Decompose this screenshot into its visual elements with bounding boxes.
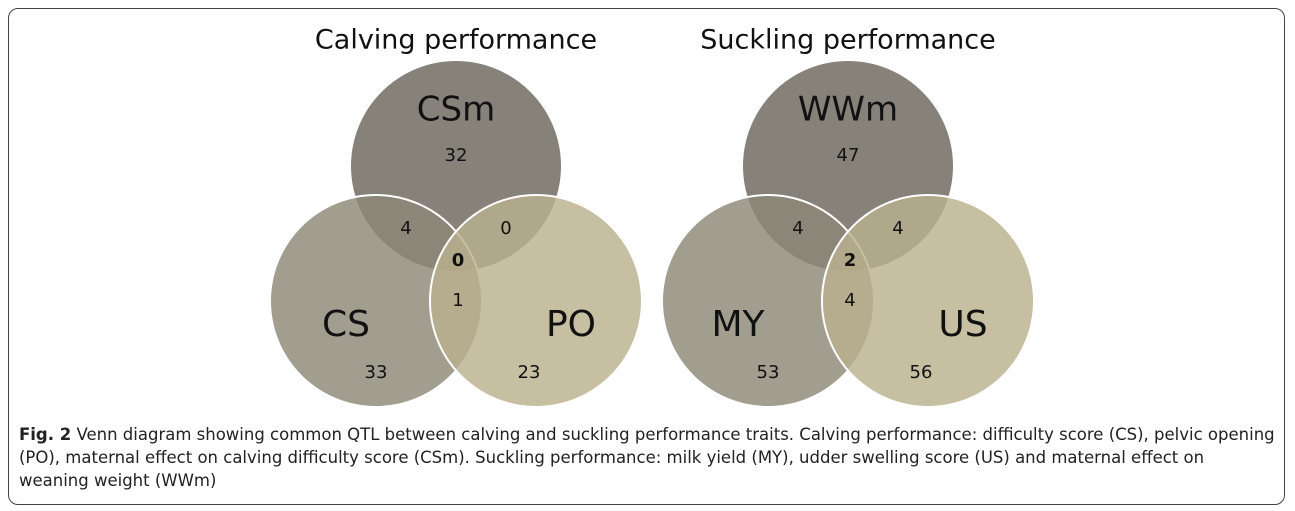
region-count: 0 <box>500 218 511 239</box>
set-circle <box>429 194 643 408</box>
region-count: 32 <box>445 145 468 166</box>
center-count: 2 <box>844 250 857 271</box>
set-label: CS <box>322 304 370 345</box>
region-count: 1 <box>452 290 463 311</box>
region-count: 4 <box>844 290 855 311</box>
region-count: 4 <box>792 218 803 239</box>
venn-title: Calving performance <box>315 25 597 56</box>
set-label: PO <box>546 304 596 345</box>
region-count: 4 <box>892 218 903 239</box>
venn-title: Suckling performance <box>700 25 995 56</box>
set-label: US <box>938 304 987 345</box>
caption-label: Fig. 2 <box>19 425 72 444</box>
figure: Calving performance CSm CS PO 32 33 23 4 0 1 0 Suck… <box>8 8 1285 505</box>
set-label: CSm <box>417 90 495 130</box>
venn-diagrams: Calving performance CSm CS PO 32 33 23 4 0 1 0 Suck… <box>269 25 1035 408</box>
region-count: 4 <box>400 218 411 239</box>
region-count: 53 <box>757 362 780 383</box>
region-count: 33 <box>365 362 388 383</box>
set-circle <box>821 194 1035 408</box>
caption: Fig. 2 Venn diagram showing common QTL b… <box>19 423 1277 492</box>
caption-text: Venn diagram showing common QTL between … <box>19 425 1275 490</box>
region-count: 47 <box>837 145 860 166</box>
set-label: MY <box>711 304 765 345</box>
set-label: WWm <box>798 90 898 130</box>
center-count: 0 <box>452 250 465 271</box>
region-count: 56 <box>910 362 933 383</box>
region-count: 23 <box>518 362 541 383</box>
